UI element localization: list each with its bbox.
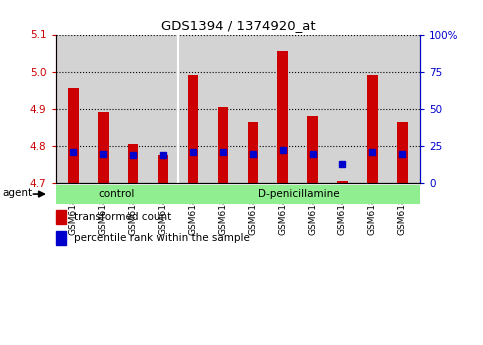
- Bar: [277, 51, 288, 183]
- Bar: [98, 112, 109, 183]
- Text: transformed count: transformed count: [74, 213, 171, 222]
- Bar: [367, 75, 378, 183]
- Bar: [397, 122, 408, 183]
- Bar: [56, 210, 67, 224]
- Title: GDS1394 / 1374920_at: GDS1394 / 1374920_at: [160, 19, 315, 32]
- Text: agent: agent: [3, 188, 33, 198]
- Bar: [337, 181, 348, 183]
- Bar: [158, 155, 169, 183]
- Text: control: control: [98, 189, 134, 199]
- Bar: [128, 144, 139, 183]
- Bar: [218, 107, 228, 183]
- Text: D-penicillamine: D-penicillamine: [258, 189, 340, 199]
- Bar: [188, 75, 199, 183]
- Bar: [248, 122, 258, 183]
- Bar: [56, 230, 67, 245]
- Bar: [68, 88, 79, 183]
- Bar: [307, 116, 318, 183]
- Text: percentile rank within the sample: percentile rank within the sample: [74, 233, 250, 243]
